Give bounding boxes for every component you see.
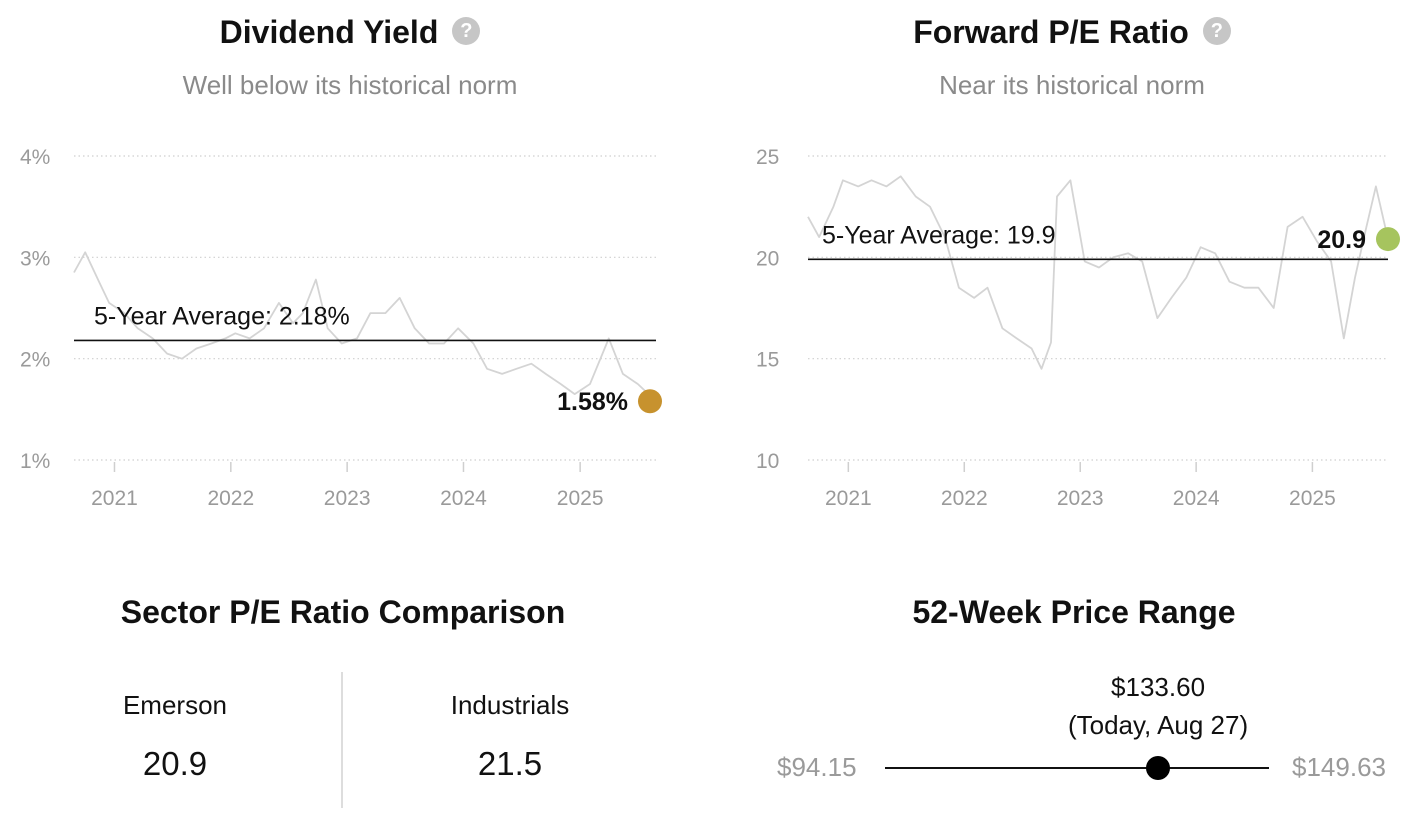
- range-low-label: $94.15: [777, 752, 857, 782]
- sector-name: Industrials: [450, 690, 570, 720]
- dividend-yield-title-row: Dividend Yield?: [0, 14, 700, 51]
- y-tick-label: 1%: [20, 450, 50, 473]
- sector-comparison-title: Sector P/E Ratio Comparison: [120, 594, 566, 630]
- range-track: [885, 767, 1269, 769]
- current-value-marker: [638, 389, 662, 414]
- x-tick-label: 2022: [207, 487, 254, 510]
- x-tick-label: 2025: [1289, 487, 1336, 510]
- current-value-label: 20.9: [1317, 226, 1366, 254]
- current-value-marker: [1376, 227, 1400, 252]
- average-label: 5-Year Average: 19.9: [822, 221, 1056, 249]
- x-tick-label: 2021: [91, 487, 138, 510]
- question-circle-icon[interactable]: ?: [452, 16, 481, 45]
- current-value-label: 1.58%: [557, 388, 628, 416]
- dividend-yield-chart: 1% 2% 3% 4% 2021 2022 2023 2024 2025 5-Year Avera…: [20, 146, 662, 510]
- sector-pe-value: 21.5: [477, 745, 543, 782]
- current-price-marker[interactable]: [1146, 756, 1171, 780]
- x-tick-label: 2021: [825, 487, 872, 510]
- forward-pe-title-row: Forward P/E Ratio?: [722, 14, 1418, 51]
- forward-pe-title: Forward P/E Ratio: [913, 14, 1189, 50]
- sector-pe-column: Industrials 21.5: [395, 690, 625, 783]
- forward-pe-panel: Forward P/E Ratio? Near its historical n…: [722, 0, 1418, 540]
- dividend-yield-panel: Dividend Yield? Well below its historica…: [0, 0, 700, 540]
- sector-divider: [341, 672, 343, 808]
- y-tick-label: 4%: [20, 146, 50, 169]
- history-line: [807, 175, 1389, 370]
- y-tick-label: 20: [756, 247, 779, 270]
- dividend-yield-title: Dividend Yield: [219, 14, 439, 50]
- y-tick-label: 2%: [20, 349, 50, 372]
- current-price-label: $133.60 (Today, Aug 27): [1028, 668, 1288, 744]
- company-pe-column: Emerson 20.9: [60, 690, 290, 783]
- x-tick-label: 2025: [557, 487, 604, 510]
- y-tick-label: 25: [756, 146, 779, 169]
- y-tick-label: 3%: [20, 247, 50, 270]
- range-high-label: $149.63: [1292, 752, 1386, 782]
- price-range-title: 52-Week Price Range: [912, 594, 1236, 630]
- current-price: $133.60: [1111, 672, 1206, 702]
- sector-comparison-panel: Sector P/E Ratio Comparison: [0, 590, 686, 830]
- x-tick-label: 2023: [324, 487, 371, 510]
- x-tick-label: 2024: [440, 487, 487, 510]
- dividend-yield-subtitle: Well below its historical norm: [182, 70, 518, 100]
- company-name: Emerson: [122, 690, 228, 720]
- y-tick-label: 15: [756, 349, 779, 372]
- average-label: 5-Year Average: 2.18%: [94, 302, 350, 330]
- y-tick-label: 10: [756, 450, 779, 473]
- price-range-panel: 52-Week Price Range: [730, 590, 1418, 830]
- question-circle-icon[interactable]: ?: [1202, 16, 1231, 45]
- company-pe-value: 20.9: [142, 745, 208, 782]
- x-tick-label: 2024: [1173, 487, 1220, 510]
- forward-pe-subtitle: Near its historical norm: [939, 70, 1205, 100]
- x-tick-label: 2023: [1057, 487, 1104, 510]
- current-price-date: (Today, Aug 27): [1067, 710, 1249, 740]
- x-tick-label: 2022: [941, 487, 988, 510]
